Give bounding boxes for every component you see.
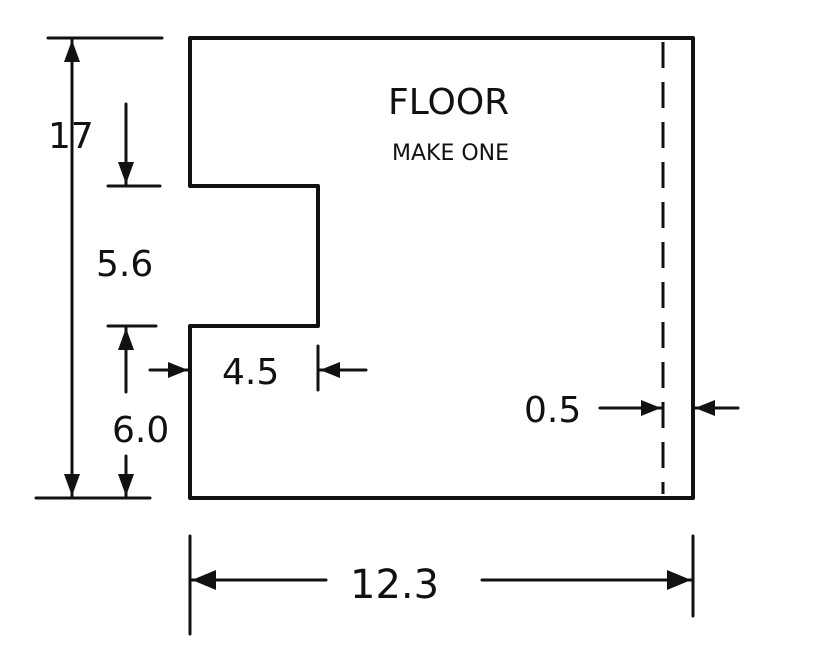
arrowhead-right-icon: [168, 362, 188, 378]
arrowhead-right-icon: [641, 400, 661, 416]
arrowhead-down-icon: [118, 474, 134, 496]
arrowhead-down-icon: [64, 474, 80, 496]
arrowhead-up-icon: [64, 40, 80, 62]
dim-notch-depth: 4.5: [222, 352, 279, 393]
arrowhead-left-icon: [695, 400, 715, 416]
arrowhead-down-icon: [118, 162, 134, 184]
floor-outline: [188, 36, 695, 500]
dim-fold-margin: 0.5: [524, 390, 581, 431]
dim-bottom-height: 6.0: [112, 410, 169, 451]
arrowhead-up-icon: [118, 328, 134, 350]
dim-total-height: 17: [48, 116, 94, 157]
arrowhead-left-icon: [320, 362, 340, 378]
dim-notch-height: 5.6: [96, 244, 153, 285]
arrowhead-left-icon: [192, 570, 216, 590]
part-note: MAKE ONE: [392, 141, 509, 166]
dim-total-width: 12.3: [350, 562, 439, 608]
part-title: FLOOR: [388, 82, 509, 123]
arrowhead-right-icon: [667, 570, 691, 590]
